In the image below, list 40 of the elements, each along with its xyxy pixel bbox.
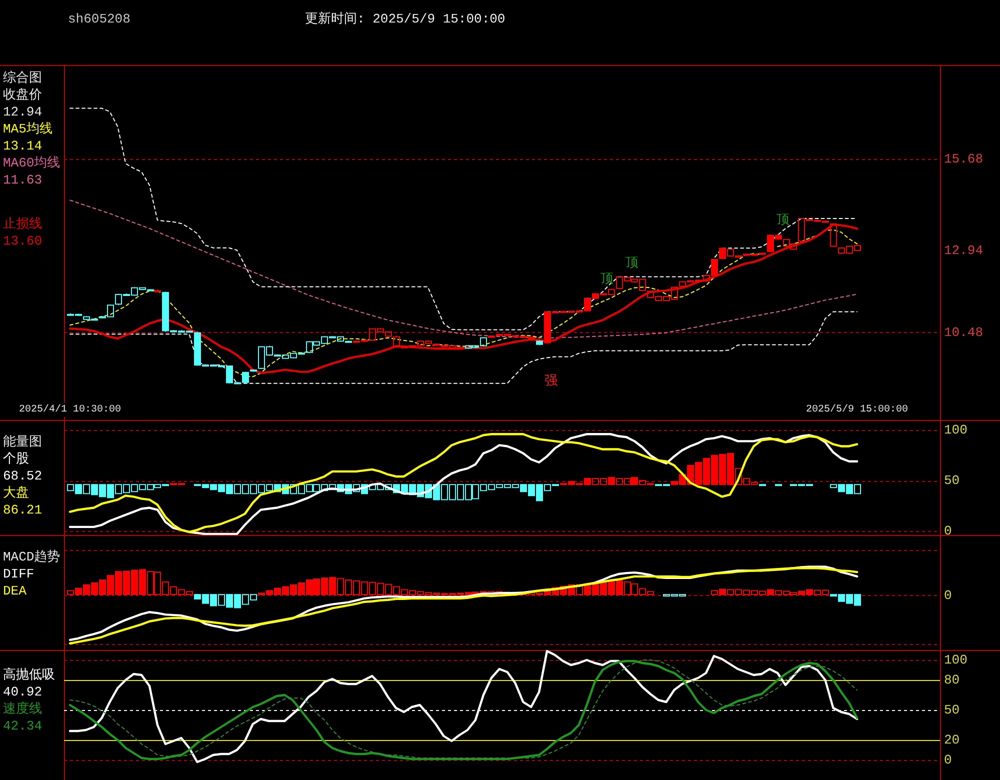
text: DEA — [3, 584, 27, 598]
annotation: 强 — [544, 374, 558, 388]
text: MA5均线 — [3, 122, 52, 136]
annotation: 顶 — [776, 212, 790, 228]
text: 86.21 — [3, 502, 42, 518]
text: 止损线 — [3, 216, 42, 232]
text: 13.60 — [3, 234, 42, 249]
chart-title: 综合图 — [3, 70, 42, 86]
text: sh605208 — [68, 12, 130, 26]
y-tick-label: 0 — [944, 752, 952, 768]
y-tick-label: 15.68 — [944, 152, 984, 167]
y-tick-label: 100 — [944, 652, 968, 668]
annotation: 顶 — [600, 272, 614, 286]
text: 12.94 — [3, 104, 42, 120]
chart-title: MACD趋势 — [3, 550, 60, 564]
y-tick-label: 0 — [944, 523, 952, 538]
annotation: 顶 — [626, 256, 638, 270]
text: 11.63 — [3, 172, 42, 188]
y-tick-label: 20 — [944, 732, 960, 748]
y-tick-label: 12.94 — [944, 242, 984, 258]
text: 速度线 — [3, 700, 42, 716]
y-tick-label: 100 — [944, 422, 968, 438]
y-tick-label: 10.48 — [944, 324, 984, 340]
text: 13.14 — [3, 138, 42, 154]
y-tick-label: 50 — [944, 473, 960, 488]
y-tick-label: 80 — [944, 672, 960, 688]
text: 收盘价 — [3, 88, 42, 102]
text: 40.92 — [3, 684, 42, 700]
text: 42.34 — [3, 718, 42, 734]
text: 68.52 — [3, 468, 42, 484]
y-tick-label: 50 — [944, 702, 960, 718]
text: 能量图 — [3, 434, 42, 450]
text: 更新时间: 2025/5/9 15:00:00 — [305, 12, 506, 26]
text: MA60均线 — [3, 156, 60, 170]
text: 个股 — [3, 452, 29, 466]
x-tick-label: 2025/4/1 10:30:00 — [18, 404, 122, 416]
x-tick-label: 2025/5/9 15:00:00 — [806, 404, 908, 416]
text: 大盘 — [3, 486, 29, 500]
text: 高抛低吸 — [3, 666, 55, 682]
text: DIFF — [3, 566, 34, 582]
